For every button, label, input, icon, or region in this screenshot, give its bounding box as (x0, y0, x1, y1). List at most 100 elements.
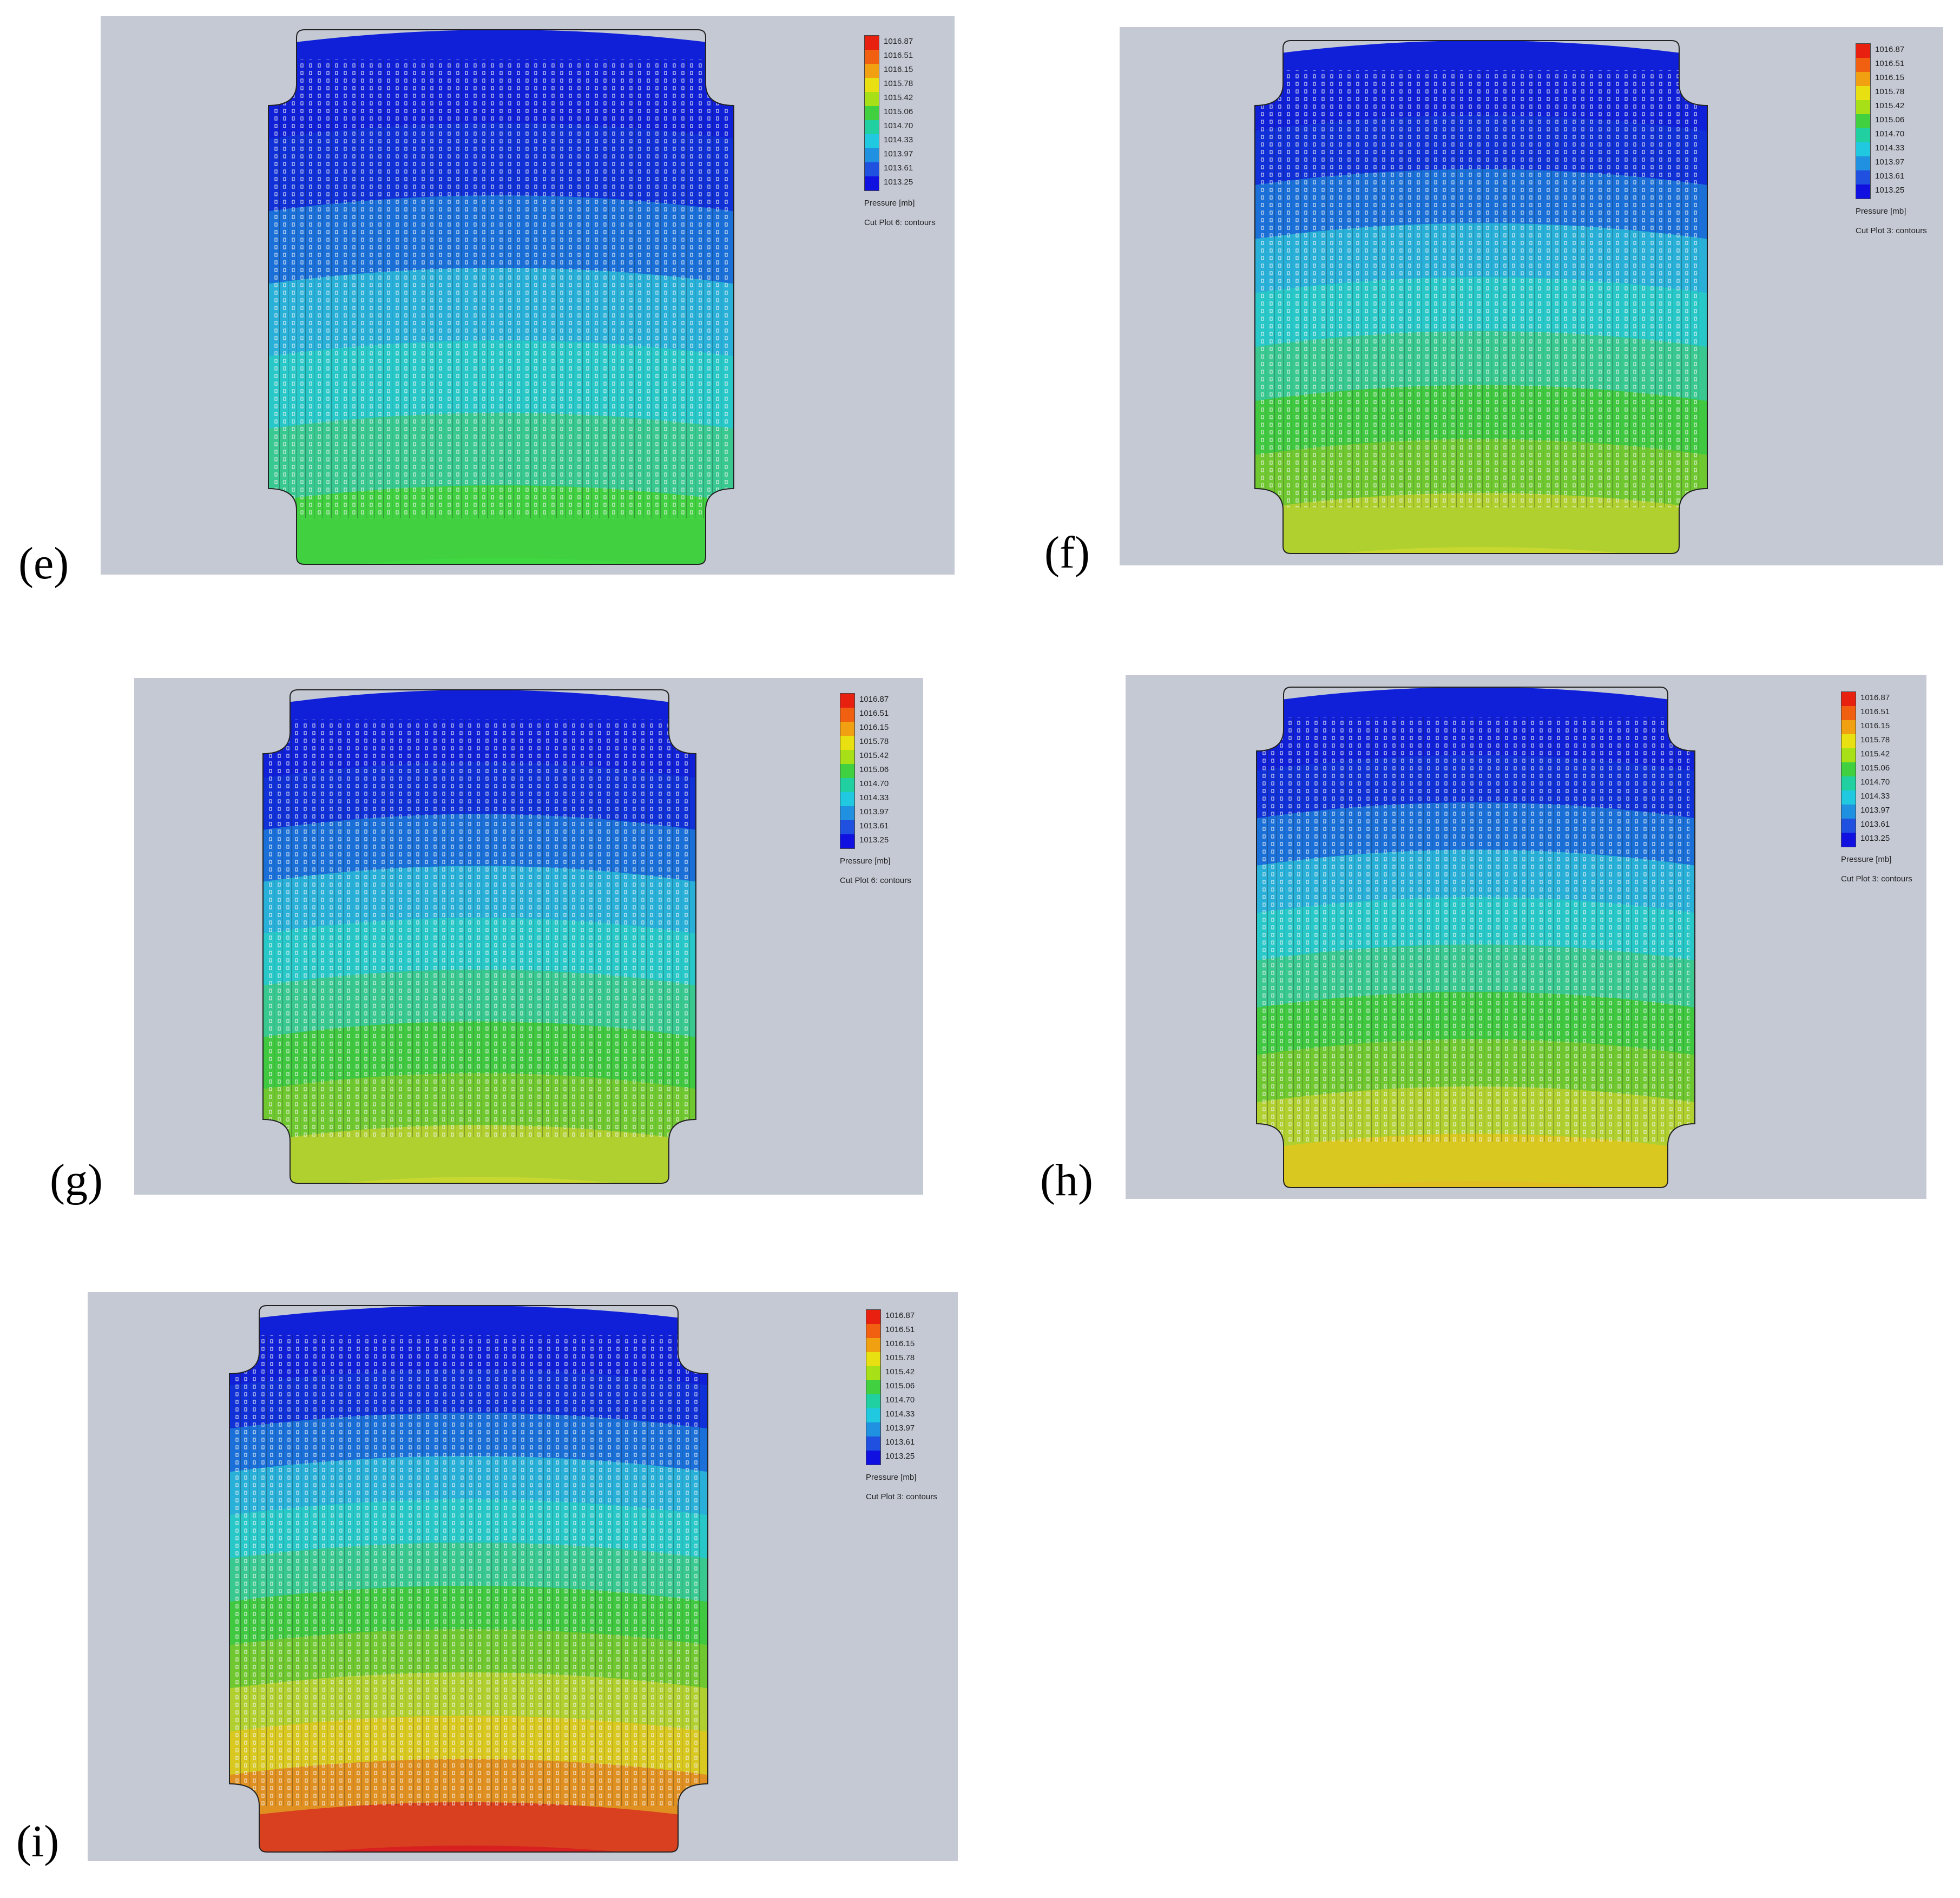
plate-plot-e (268, 29, 734, 565)
panel-label-g: (g) (50, 1155, 103, 1205)
legend-tick-label: 1016.15 (1860, 721, 1890, 730)
legend-tick-label: 1014.33 (859, 793, 889, 802)
legend-swatch (1841, 790, 1856, 805)
legend-tick-label: 1015.06 (1875, 115, 1905, 124)
legend-tick-label: 1013.97 (1860, 806, 1890, 815)
legend-tick-label: 1013.61 (1860, 820, 1890, 829)
legend-tick-label: 1015.78 (885, 1353, 915, 1362)
contour-bands-g (263, 690, 696, 1183)
legend-swatch (865, 50, 879, 64)
legend-tick-label: 1015.42 (1875, 101, 1905, 110)
legend-tick-label: 1016.87 (884, 37, 913, 46)
legend-tick-label: 1013.97 (859, 807, 889, 816)
legend-swatch (866, 1310, 880, 1324)
legend-tick-label: 1015.06 (885, 1381, 915, 1390)
legend-swatch (1841, 734, 1856, 748)
legend-swatch (866, 1408, 880, 1422)
legend-tick-label: 1014.70 (885, 1395, 915, 1405)
legend-title: Pressure [mb] (866, 1473, 917, 1482)
legend-tick-label: 1015.42 (859, 751, 889, 760)
legend-swatch (1856, 142, 1870, 156)
legend-swatch (1841, 706, 1856, 720)
legend-swatch (865, 120, 879, 134)
legend-plot-name: Cut Plot 6: contours (840, 876, 911, 885)
legend-plot-name: Cut Plot 6: contours (864, 218, 936, 227)
legend-swatch (865, 78, 879, 92)
legend-swatch (1856, 100, 1870, 114)
legend-tick-label: 1015.78 (1875, 87, 1905, 96)
legend-swatch (866, 1436, 880, 1451)
legend-swatch (840, 820, 854, 834)
legend-tick-label: 1013.61 (1875, 172, 1905, 181)
plate-plot-i (229, 1305, 708, 1853)
legend-colorbar (866, 1309, 881, 1465)
plate-outline (1256, 687, 1695, 1188)
fin-hole-grid (1262, 717, 1689, 1142)
legend-swatch (1856, 184, 1870, 199)
legend-swatch (1856, 44, 1870, 58)
legend-swatch (840, 834, 854, 848)
legend-swatch (865, 64, 879, 78)
legend-swatch (840, 750, 854, 764)
legend-tick-label: 1016.15 (885, 1339, 915, 1348)
legend-swatch (1841, 805, 1856, 819)
legend-swatch (866, 1366, 880, 1380)
panel-label-e: (e) (18, 538, 69, 589)
legend-tick-label: 1014.33 (1860, 792, 1890, 801)
pressure-band (1257, 1181, 1695, 1188)
legend-tick-label: 1015.42 (884, 93, 913, 102)
legend-tick-label: 1013.25 (1860, 834, 1890, 843)
legend-swatch (865, 176, 879, 190)
legend-tick-label: 1016.51 (1875, 59, 1905, 68)
plate-plot-h (1256, 687, 1695, 1188)
contour-bands-e (268, 30, 734, 564)
panel-f: 1016.87 1016.51 1016.15 1015.78 1015.42 1015.… (1120, 27, 1943, 565)
legend-tick-label: 1015.42 (1860, 749, 1890, 759)
legend-swatch (1841, 762, 1856, 776)
fin-hole-grid (235, 1335, 702, 1806)
legend-swatch (840, 778, 854, 792)
legend-tick-label: 1015.06 (859, 765, 889, 774)
legend-swatch (865, 148, 879, 162)
plate-outline (268, 29, 734, 565)
legend-tick-label: 1013.61 (859, 821, 889, 831)
pressure-band (263, 1177, 696, 1183)
legend-swatch (1856, 86, 1870, 100)
legend-title: Pressure [mb] (1856, 207, 1906, 216)
plate-outline (262, 689, 696, 1184)
fin-hole-grid (1260, 70, 1702, 508)
legend-swatch (840, 722, 854, 736)
legend-swatch (840, 694, 854, 708)
legend-swatch (840, 708, 854, 722)
legend-tick-label: 1016.15 (884, 65, 913, 74)
legend-swatch (1841, 776, 1856, 790)
legend-tick-label: 1016.87 (885, 1311, 915, 1320)
legend-tick-label: 1016.15 (859, 723, 889, 732)
pressure-band (229, 1846, 708, 1852)
pressure-band (1257, 1133, 1695, 1188)
panel-label-i: (i) (16, 1816, 60, 1867)
legend-colorbar (864, 35, 879, 191)
legend-tick-label: 1013.97 (1875, 157, 1905, 167)
legend-swatch (866, 1394, 880, 1408)
legend-swatch (1856, 114, 1870, 128)
plate-plot-g (262, 689, 696, 1184)
legend-plot-name: Cut Plot 3: contours (1841, 874, 1912, 884)
legend-tick-label: 1016.51 (859, 709, 889, 718)
legend-tick-label: 1014.70 (1860, 777, 1890, 787)
legend-tick-label: 1014.70 (859, 779, 889, 788)
legend-swatch (1841, 748, 1856, 762)
legend-plot-name: Cut Plot 3: contours (1856, 226, 1927, 235)
legend-tick-label: 1014.33 (884, 135, 913, 144)
legend-swatch (1856, 58, 1870, 72)
legend-tick-label: 1016.15 (1875, 73, 1905, 82)
legend-swatch (866, 1338, 880, 1352)
panel-label-f: (f) (1044, 528, 1090, 578)
legend-tick-label: 1014.33 (885, 1409, 915, 1419)
legend-tick-label: 1013.61 (884, 163, 913, 173)
fin-hole-grid (274, 60, 728, 518)
legend-tick-label: 1013.61 (885, 1438, 915, 1447)
plate-plot-f (1254, 40, 1708, 554)
legend-tick-label: 1015.78 (1860, 735, 1890, 744)
panel-i: 1016.87 1016.51 1016.15 1015.78 1015.42 1015.… (88, 1292, 958, 1861)
